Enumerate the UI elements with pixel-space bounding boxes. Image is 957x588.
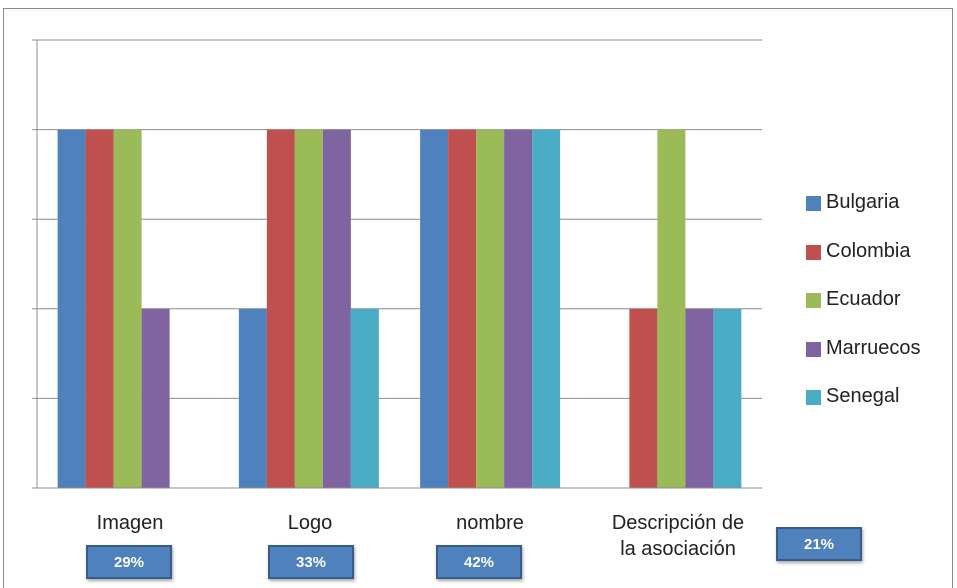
- bar-bulgaria-2: [420, 129, 449, 488]
- bar-senegal-1: [350, 308, 379, 488]
- legend-swatch: [806, 293, 821, 308]
- bar-colombia-2: [448, 129, 477, 488]
- percentage-badge: 42%: [436, 545, 522, 579]
- bar-ecuador-2: [476, 129, 505, 488]
- legend-item-senegal: Senegal: [806, 382, 920, 431]
- bar-ecuador-3: [657, 129, 686, 488]
- bar-senegal-2: [532, 129, 561, 488]
- bar-marruecos-1: [322, 129, 351, 488]
- percentage-badge: 33%: [268, 545, 354, 579]
- category-label-imagen: Imagen: [96, 512, 164, 534]
- bar-bulgaria-1: [238, 308, 267, 488]
- category-label-logo: Logo: [287, 512, 333, 534]
- legend-item-marruecos: Marruecos: [806, 334, 920, 383]
- legend-label: Marruecos: [826, 336, 921, 359]
- category-label-descripcion: Descripción de la asociación: [611, 512, 745, 560]
- bar-colombia-0: [85, 129, 114, 488]
- legend-label: Bulgaria: [826, 191, 900, 213]
- bar-colombia-3: [629, 308, 658, 488]
- legend-item-bulgaria: Bulgaria: [806, 188, 920, 237]
- bar-ecuador-1: [294, 129, 323, 488]
- bar-senegal-3: [713, 308, 742, 488]
- percentage-badge: 29%: [86, 545, 172, 579]
- bar-marruecos-2: [504, 129, 533, 488]
- legend-swatch: [806, 390, 821, 405]
- percentage-badge: 21%: [776, 527, 862, 561]
- legend-swatch: [806, 341, 821, 357]
- legend: Bulgaria Colombia Ecuador Marruecos Sene…: [806, 188, 920, 431]
- bar-marruecos-3: [685, 308, 714, 488]
- legend-label: Senegal: [826, 385, 900, 407]
- legend-item-colombia: Colombia: [806, 237, 920, 286]
- bar-marruecos-0: [141, 308, 170, 488]
- bar-bulgaria-0: [57, 129, 86, 488]
- bar-colombia-1: [266, 129, 295, 488]
- legend-swatch: [806, 196, 821, 211]
- chart-frame: [3, 8, 953, 588]
- legend-label: Ecuador: [826, 288, 901, 310]
- bar-ecuador-0: [113, 129, 142, 488]
- legend-swatch: [806, 244, 821, 260]
- legend-item-ecuador: Ecuador: [806, 285, 920, 334]
- category-label-nombre: nombre: [456, 512, 524, 534]
- legend-label: Colombia: [826, 239, 911, 262]
